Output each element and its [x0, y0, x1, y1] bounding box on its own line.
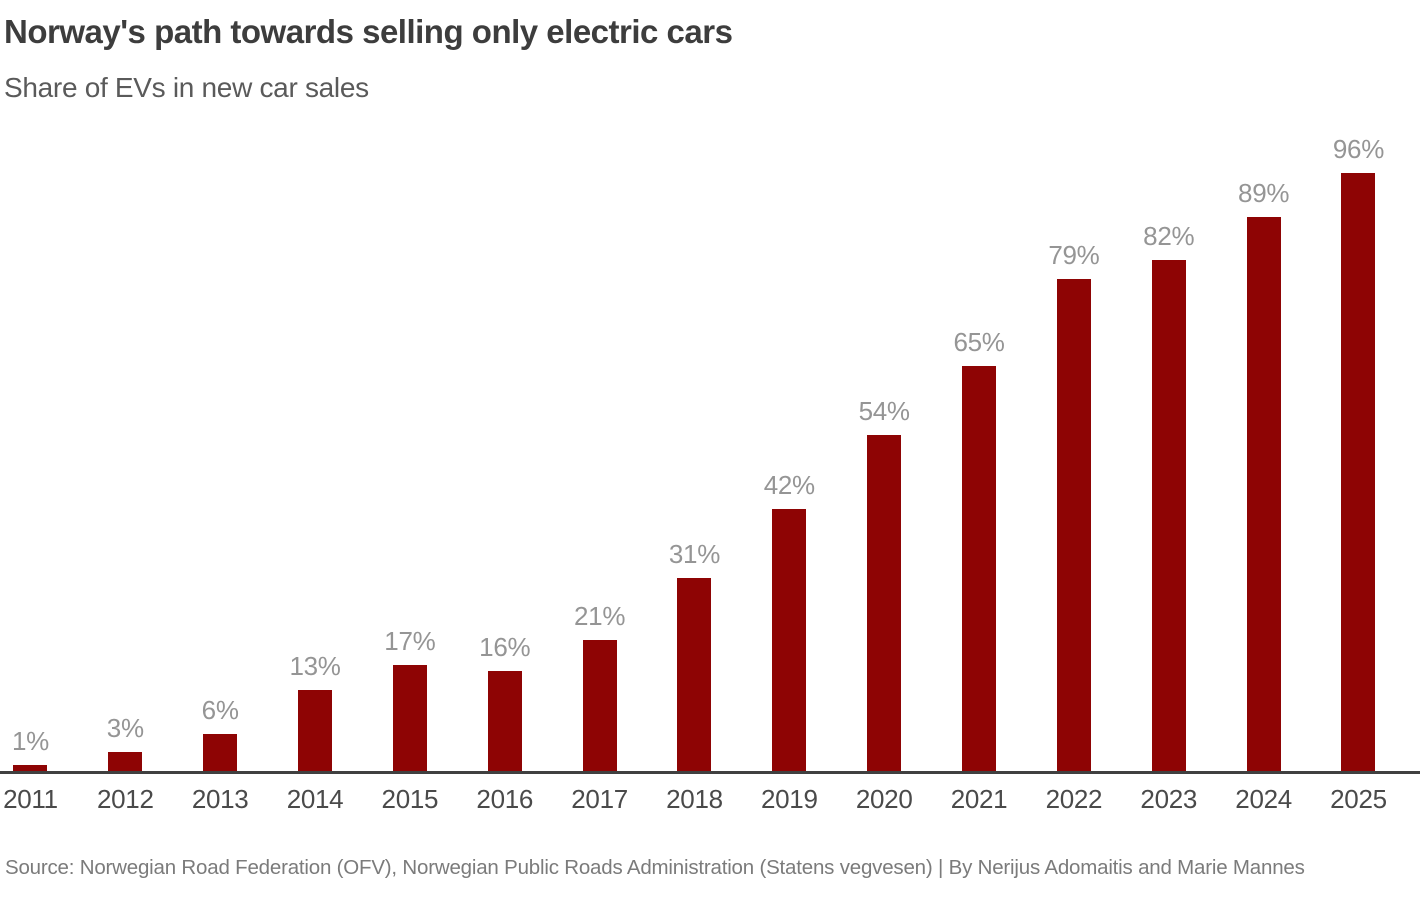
bar-column-2024: 89% — [1216, 178, 1311, 771]
bar-2012 — [108, 752, 143, 771]
bar-value-label-2023: 82% — [1143, 221, 1195, 251]
bar-2015 — [392, 665, 427, 771]
bar-column-2011: 1% — [0, 726, 78, 771]
bar-2022 — [1056, 279, 1091, 771]
bar-value-label-2021: 65% — [953, 327, 1005, 357]
bar-value-label-2025: 96% — [1332, 134, 1385, 164]
bar-column-2018: 31% — [647, 539, 742, 771]
bar-value-label-2013: 6% — [201, 695, 239, 725]
x-axis-label-2016: 2016 — [476, 784, 534, 814]
bar-2017 — [582, 640, 617, 771]
bar-value-label-2011: 1% — [11, 726, 49, 756]
bar-column-2023: 82% — [1121, 221, 1216, 771]
x-axis-label-2025: 2025 — [1330, 784, 1387, 814]
chart-title: Norway's path towards selling only elect… — [4, 13, 733, 50]
x-axis-label-2020: 2020 — [855, 784, 913, 814]
bar-value-label-2017: 21% — [574, 601, 626, 631]
bar-column-2016: 16% — [457, 632, 552, 771]
bar-chart-plot-area: 1% 3% 6% 13% 17% 16% 21% 31% 42% 54% 65% 79% 82% 89% 9… — [0, 104, 1406, 771]
bar-value-label-2018: 31% — [668, 539, 721, 569]
bar-value-label-2015: 17% — [384, 626, 436, 656]
bar-2019 — [772, 509, 807, 771]
bar-column-2013: 6% — [173, 695, 268, 771]
x-axis-label-2018: 2018 — [666, 784, 723, 814]
bar-2025 — [1341, 173, 1376, 771]
bar-column-2020: 54% — [837, 396, 932, 771]
x-axis-label-2019: 2019 — [760, 784, 818, 814]
bar-2018 — [677, 578, 712, 771]
bar-2020 — [867, 435, 902, 771]
bar-2024 — [1246, 217, 1281, 771]
bar-column-2015: 17% — [362, 626, 457, 771]
x-axis-label-2022: 2022 — [1045, 784, 1103, 814]
bar-column-2019: 42% — [742, 470, 837, 771]
bar-value-label-2014: 13% — [289, 651, 341, 681]
bar-2023 — [1151, 260, 1186, 771]
bar-column-2012: 3% — [78, 713, 173, 771]
bar-2014 — [298, 690, 332, 771]
x-axis-label-2015: 2015 — [381, 784, 439, 814]
bar-column-2014: 13% — [268, 651, 363, 771]
bar-value-label-2016: 16% — [479, 632, 531, 662]
source-attribution: Source: Norwegian Road Federation (OFV),… — [5, 856, 1305, 879]
x-axis-label-2021: 2021 — [950, 784, 1008, 814]
chart-subtitle: Share of EVs in new car sales — [4, 72, 369, 103]
bar-column-2022: 79% — [1026, 240, 1121, 771]
x-axis-labels-row: 2011 2012 2013 2014 2015 2016 2017 2018 2019 2020… — [0, 774, 1406, 814]
bar-value-label-2012: 3% — [106, 713, 144, 743]
bar-column-2025: 96% — [1311, 134, 1406, 771]
bar-column-2021: 65% — [932, 327, 1027, 771]
bar-value-label-2022: 79% — [1048, 240, 1100, 270]
bar-2021 — [962, 366, 997, 771]
bar-2013 — [203, 734, 238, 771]
x-axis-line — [0, 771, 1420, 774]
bar-value-label-2024: 89% — [1238, 178, 1290, 208]
x-axis-label-2011: 2011 — [3, 784, 58, 814]
bar-2011 — [13, 765, 48, 771]
x-axis-label-2014: 2014 — [286, 784, 344, 814]
x-axis-label-2017: 2017 — [571, 784, 628, 814]
bar-column-2017: 21% — [552, 601, 647, 771]
x-axis-label-2024: 2024 — [1235, 784, 1292, 814]
x-axis-label-2023: 2023 — [1140, 784, 1198, 814]
bar-value-label-2019: 42% — [763, 470, 815, 500]
bar-value-label-2020: 54% — [858, 396, 910, 426]
x-axis-label-2013: 2013 — [191, 784, 249, 814]
bar-2016 — [487, 671, 522, 771]
x-axis-label-2012: 2012 — [96, 784, 154, 814]
